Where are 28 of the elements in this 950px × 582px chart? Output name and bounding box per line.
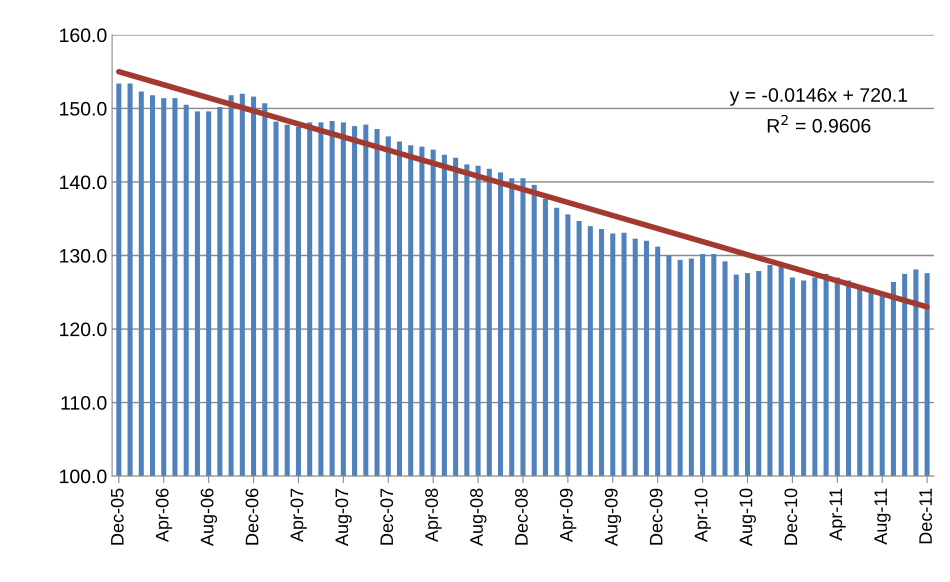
annotation: y = -0.0146x + 720.1 [730,88,908,106]
annotation: R$^{2}$ = 0.9606 [768,114,870,133]
x-tick-label: Apr-09 [560,488,576,542]
x-tick-label: Aug-10 [740,488,756,546]
x-tick-label: Aug-09 [604,488,622,546]
x-tick-label: Dec-09 [650,488,663,545]
x-tick-label: Apr-11 [830,488,846,541]
y-tick-label: 100.0 [60,470,106,484]
x-tick-label: Apr-08 [425,488,442,542]
x-tick-label: Dec-11 [919,488,932,544]
x-tick-label: Dec-07 [380,488,394,545]
y-tick-label: 140.0 [60,175,106,190]
y-tick-label: 120.0 [60,322,106,336]
x-tick-label: Dec-05 [110,488,124,545]
x-tick-label: Aug-11 [874,488,891,545]
x-tick-label: Aug-07 [335,488,352,546]
x-tick-label: Apr-07 [290,488,307,542]
x-tick-label: Aug-06 [200,488,218,546]
y-tick-label: 110.0 [62,396,106,410]
x-tick-label: Aug-08 [470,488,486,546]
x-tick-label: Apr-06 [156,488,172,542]
y-tick-label: 150.0 [60,102,106,116]
x-tick-label: Apr-10 [694,488,712,542]
x-tick-label: Dec-10 [784,488,798,545]
x-tick-label: Dec-06 [246,488,258,545]
x-tick-label: Dec-08 [515,488,528,545]
y-tick-label: 160.0 [60,28,106,42]
y-tick-label: 130.0 [60,248,106,263]
